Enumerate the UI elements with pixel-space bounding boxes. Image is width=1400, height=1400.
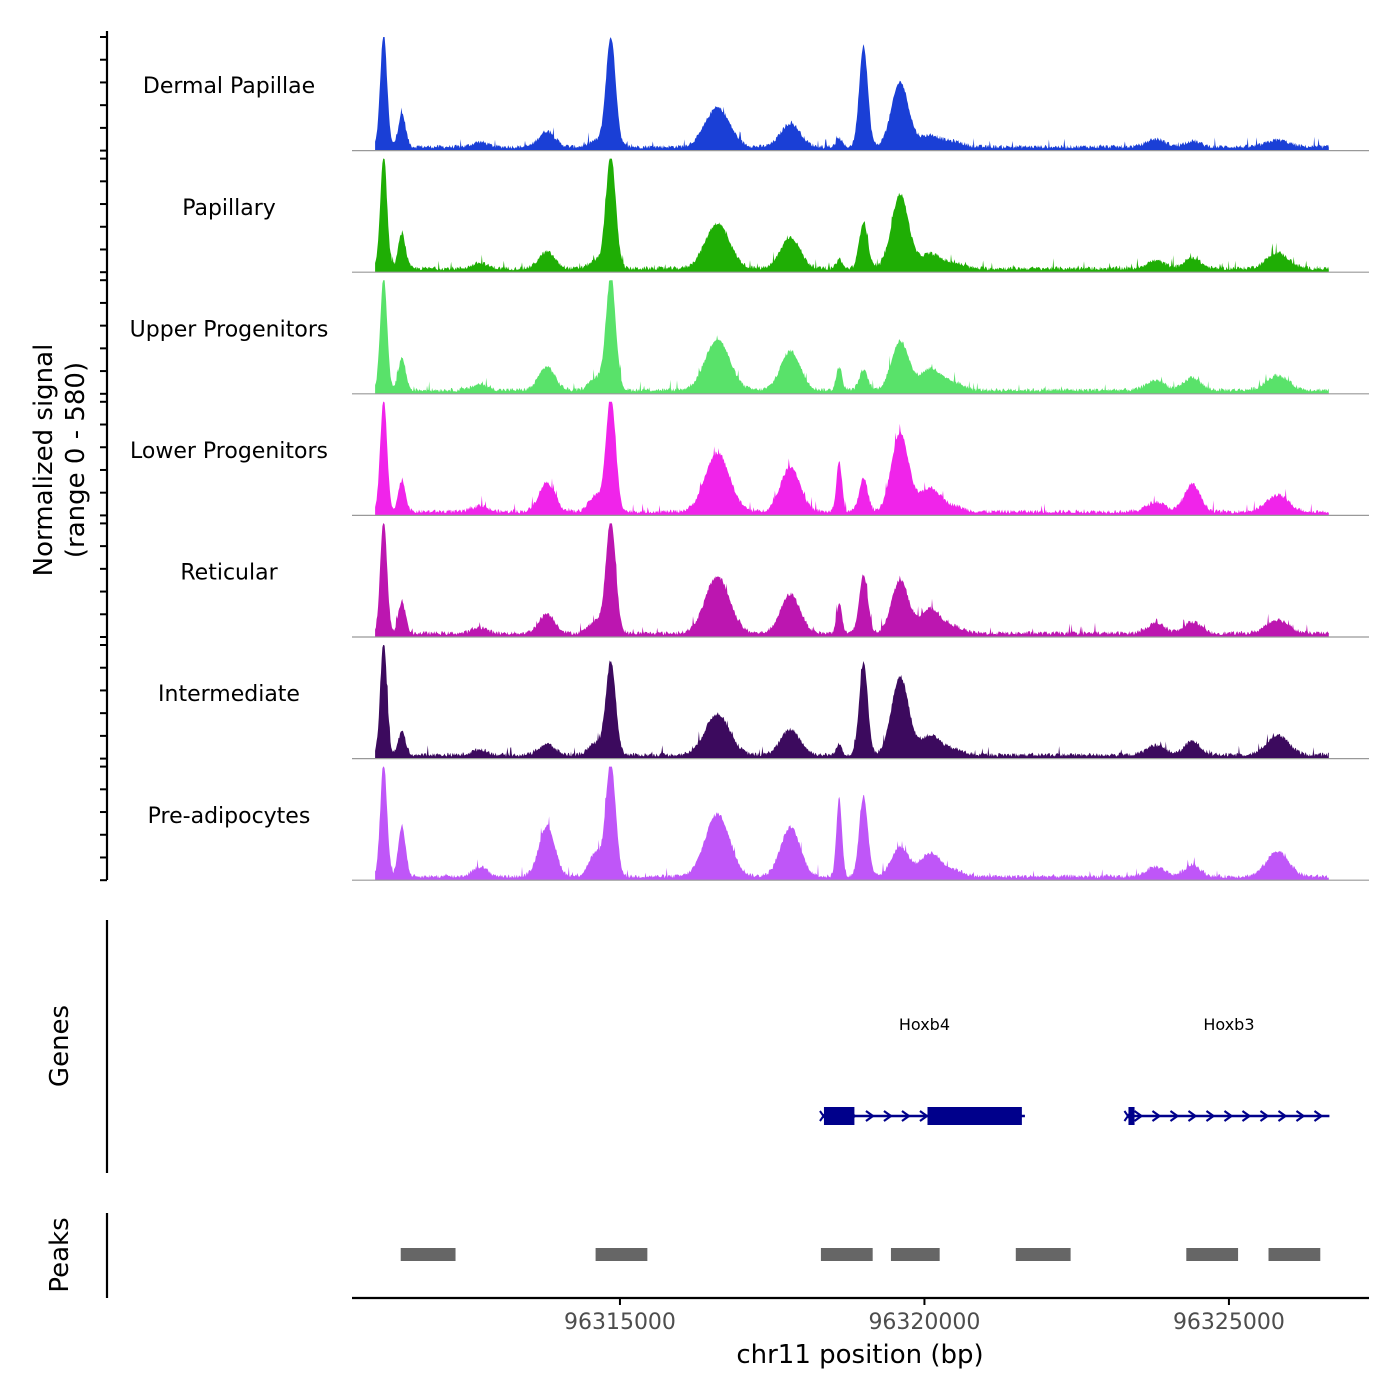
exon [1128,1107,1135,1125]
signal-area [375,645,1329,759]
strand-arrow [1187,1110,1198,1122]
gene-hoxb4: Hoxb4 [819,1015,1025,1125]
signal-area [375,523,1329,637]
gene-track: Hoxb4 Hoxb3 [819,1015,1330,1125]
strand-arrow [919,1110,929,1122]
strand-arrow [883,1110,893,1122]
strand-arrow [1241,1110,1252,1122]
strand-arrow [1277,1110,1288,1122]
signal-y-title: Normalized signal [29,344,59,577]
signal-y-range: (range 0 - 580) [61,362,91,558]
strand-arrow [1295,1110,1306,1122]
signal-y-ticks [100,36,107,882]
track-intermediate: Intermediate [158,645,1369,760]
peak-block [820,1248,873,1261]
strand-arrow [901,1110,911,1122]
track-reticular: Reticular [180,523,1369,638]
strand-arrow [1259,1110,1270,1122]
strand-arrow [865,1110,875,1122]
gene-name: Hoxb4 [899,1015,950,1034]
signal-area [375,401,1329,516]
signal-area [375,37,1329,151]
peak-block [1268,1248,1321,1261]
track-lower-progenitors: Lower Progenitors [130,401,1369,517]
x-tick-label: 96325000 [1173,1310,1285,1335]
exon [927,1107,1022,1125]
gene-hoxb3: Hoxb3 [1123,1015,1330,1125]
track-label: Lower Progenitors [130,439,328,464]
peak-track [400,1248,1321,1261]
signal-area [375,766,1329,881]
strand-arrow [1151,1110,1162,1122]
x-tick-label: 96320000 [868,1310,980,1335]
strand-arrow [1223,1110,1234,1122]
track-pre-adipocytes: Pre-adipocytes [148,766,1369,881]
peak-block [595,1248,648,1261]
peaks-y-title: Peaks [45,1217,75,1292]
strand-arrow [1133,1110,1144,1122]
exon [823,1107,855,1125]
x-tick-label: 96315000 [564,1310,676,1335]
strand-arrow [1313,1110,1324,1122]
track-dermal-papillae: Dermal Papillae [143,37,1369,152]
peak-block [1186,1248,1239,1261]
strand-arrow [1169,1110,1180,1122]
genes-y-title: Genes [45,1005,75,1087]
x-axis-ticks: 96315000 96320000 96325000 [564,1298,1285,1335]
peak-block [1015,1248,1071,1261]
strand-arrow [1205,1110,1216,1122]
signal-tracks: Dermal Papillae Papillary Upper Progenitor… [130,37,1369,881]
track-label: Intermediate [158,682,300,707]
signal-area [375,280,1329,394]
signal-area [375,158,1329,273]
track-label: Pre-adipocytes [148,804,311,829]
track-label: Papillary [182,196,276,221]
peak-block [400,1248,456,1261]
track-label: Upper Progenitors [130,317,329,342]
gene-name: Hoxb3 [1203,1015,1254,1034]
track-label: Reticular [180,561,278,586]
track-papillary: Papillary [182,158,1369,273]
x-axis-title: chr11 position (bp) [736,1340,983,1370]
peak-block [890,1248,940,1261]
track-upper-progenitors: Upper Progenitors [130,280,1369,395]
track-label: Dermal Papillae [143,74,315,99]
